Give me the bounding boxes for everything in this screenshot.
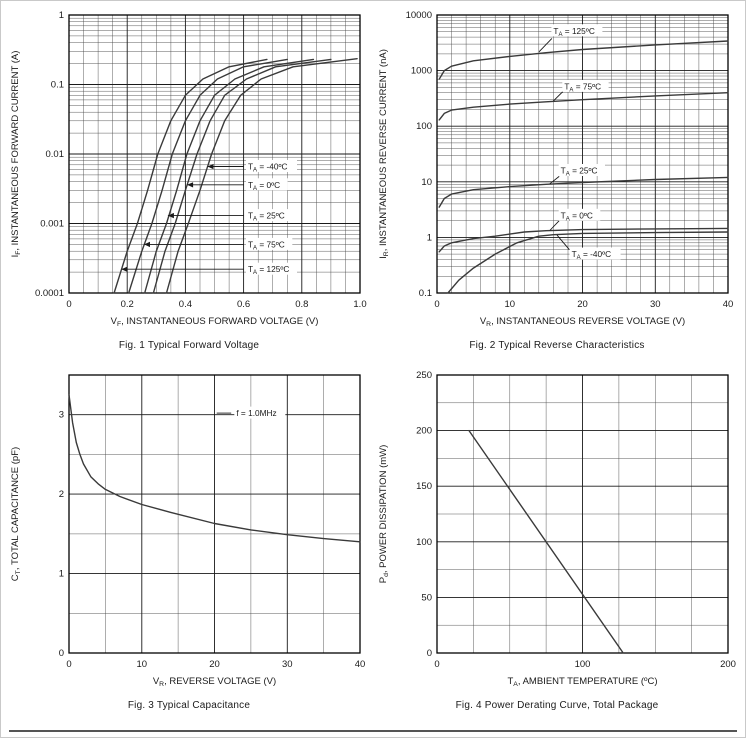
svg-text:Pd, POWER DISSIPATION (mW): Pd, POWER DISSIPATION (mW) bbox=[378, 445, 390, 584]
svg-text:TA = -40ºC: TA = -40ºC bbox=[572, 249, 612, 261]
svg-text:TA = -40ºC: TA = -40ºC bbox=[248, 162, 288, 174]
svg-text:VF, INSTANTANEOUS FORWARD VOLT: VF, INSTANTANEOUS FORWARD VOLTAGE (V) bbox=[111, 316, 319, 328]
svg-text:100: 100 bbox=[416, 121, 432, 132]
svg-text:TA = 75ºC: TA = 75ºC bbox=[248, 239, 285, 251]
figure-3: f = 1.0MHz 0 1 2 3 0 10 20 30 40 VR, REVERSE VOLTA… bbox=[5, 365, 373, 725]
svg-text:0.001: 0.001 bbox=[40, 219, 64, 230]
svg-text:TA = 0ºC: TA = 0ºC bbox=[248, 180, 280, 192]
svg-text:150: 150 bbox=[416, 481, 432, 492]
svg-text:TA = 25ºC: TA = 25ºC bbox=[248, 211, 285, 223]
svg-text:20: 20 bbox=[209, 659, 220, 670]
svg-text:50: 50 bbox=[421, 592, 432, 603]
svg-text:0.1: 0.1 bbox=[419, 288, 432, 299]
svg-text:0.01: 0.01 bbox=[46, 149, 65, 160]
svg-text:30: 30 bbox=[650, 299, 661, 310]
figure-grid: TA = -40ºC TA = 0ºC TA = 25ºC TA = 75ºC TA =… bbox=[5, 5, 741, 725]
svg-text:VR, REVERSE VOLTAGE (V): VR, REVERSE VOLTAGE (V) bbox=[153, 676, 276, 688]
svg-text:1.0: 1.0 bbox=[353, 299, 366, 310]
svg-text:20: 20 bbox=[577, 299, 588, 310]
page-footer-rule bbox=[9, 730, 737, 732]
svg-text:1000: 1000 bbox=[411, 66, 432, 77]
svg-text:CT, TOTAL CAPACITANCE (pF): CT, TOTAL CAPACITANCE (pF) bbox=[10, 447, 22, 581]
svg-text:1: 1 bbox=[59, 569, 64, 580]
svg-text:200: 200 bbox=[720, 659, 736, 670]
svg-text:10000: 10000 bbox=[406, 10, 432, 21]
svg-text:0: 0 bbox=[66, 299, 71, 310]
figure-4-plot: 0 50 100 150 200 250 0 100 200 TA, AMBIENT TEMPER… bbox=[378, 370, 736, 688]
svg-text:VR, INSTANTANEOUS REVERSE VOLT: VR, INSTANTANEOUS REVERSE VOLTAGE (V) bbox=[480, 316, 685, 328]
svg-text:TA = 25ºC: TA = 25ºC bbox=[561, 165, 598, 177]
svg-text:10: 10 bbox=[421, 177, 432, 188]
svg-text:200: 200 bbox=[416, 426, 432, 437]
svg-text:0.2: 0.2 bbox=[121, 299, 134, 310]
svg-text:10: 10 bbox=[504, 299, 515, 310]
svg-text:TA = 125ºC: TA = 125ºC bbox=[248, 264, 289, 276]
svg-text:0.6: 0.6 bbox=[237, 299, 250, 310]
svg-text:10: 10 bbox=[136, 659, 147, 670]
figure-2: TA = 125ºC TA = 75ºC TA = 25ºC TA = 0ºC TA =… bbox=[373, 5, 741, 365]
figure-1: TA = -40ºC TA = 0ºC TA = 25ºC TA = 75ºC TA =… bbox=[5, 5, 373, 365]
svg-text:TA, AMBIENT TEMPERATURE (ºC): TA, AMBIENT TEMPERATURE (ºC) bbox=[507, 676, 657, 688]
figure-1-plot: TA = -40ºC TA = 0ºC TA = 25ºC TA = 75ºC TA =… bbox=[10, 10, 367, 328]
svg-text:IF, INSTANTANEOUS FORWARD CURR: IF, INSTANTANEOUS FORWARD CURRENT (A) bbox=[10, 51, 22, 258]
svg-text:TA = 75ºC: TA = 75ºC bbox=[564, 81, 601, 93]
figure-2-caption: Fig. 2 Typical Reverse Characteristics bbox=[469, 340, 645, 351]
svg-text:40: 40 bbox=[723, 299, 734, 310]
svg-text:100: 100 bbox=[416, 537, 432, 548]
svg-text:0.1: 0.1 bbox=[51, 80, 64, 91]
svg-text:0: 0 bbox=[59, 648, 64, 659]
svg-text:100: 100 bbox=[575, 659, 591, 670]
figure-3-caption: Fig. 3 Typical Capacitance bbox=[127, 700, 251, 711]
figure-1-caption: Fig. 1 Typical Forward Voltage bbox=[118, 340, 260, 351]
svg-text:30: 30 bbox=[282, 659, 293, 670]
svg-text:0: 0 bbox=[427, 648, 432, 659]
svg-text:TA = 125ºC: TA = 125ºC bbox=[553, 26, 594, 38]
svg-text:0.8: 0.8 bbox=[295, 299, 308, 310]
figure-4-caption: Fig. 4 Power Derating Curve, Total Packa… bbox=[455, 700, 659, 711]
svg-text:0.4: 0.4 bbox=[179, 299, 192, 310]
svg-text:0.0001: 0.0001 bbox=[35, 288, 64, 299]
svg-text:IR, INSTANTANEOUS REVERSE CURR: IR, INSTANTANEOUS REVERSE CURRENT (nA) bbox=[378, 49, 390, 259]
svg-text:0: 0 bbox=[434, 299, 439, 310]
svg-text:f = 1.0MHz: f = 1.0MHz bbox=[236, 408, 276, 418]
svg-text:0: 0 bbox=[434, 659, 439, 670]
figure-4: 0 50 100 150 200 250 0 100 200 TA, AMBIENT TEMPER… bbox=[373, 365, 741, 725]
svg-text:1: 1 bbox=[59, 10, 64, 21]
svg-text:40: 40 bbox=[355, 659, 366, 670]
svg-text:250: 250 bbox=[416, 370, 432, 381]
svg-text:TA = 0ºC: TA = 0ºC bbox=[561, 210, 593, 222]
svg-text:1: 1 bbox=[427, 232, 432, 243]
svg-text:2: 2 bbox=[59, 489, 64, 500]
svg-text:0: 0 bbox=[66, 659, 71, 670]
svg-text:3: 3 bbox=[59, 410, 64, 421]
figure-2-plot: TA = 125ºC TA = 75ºC TA = 25ºC TA = 0ºC TA =… bbox=[378, 10, 734, 328]
